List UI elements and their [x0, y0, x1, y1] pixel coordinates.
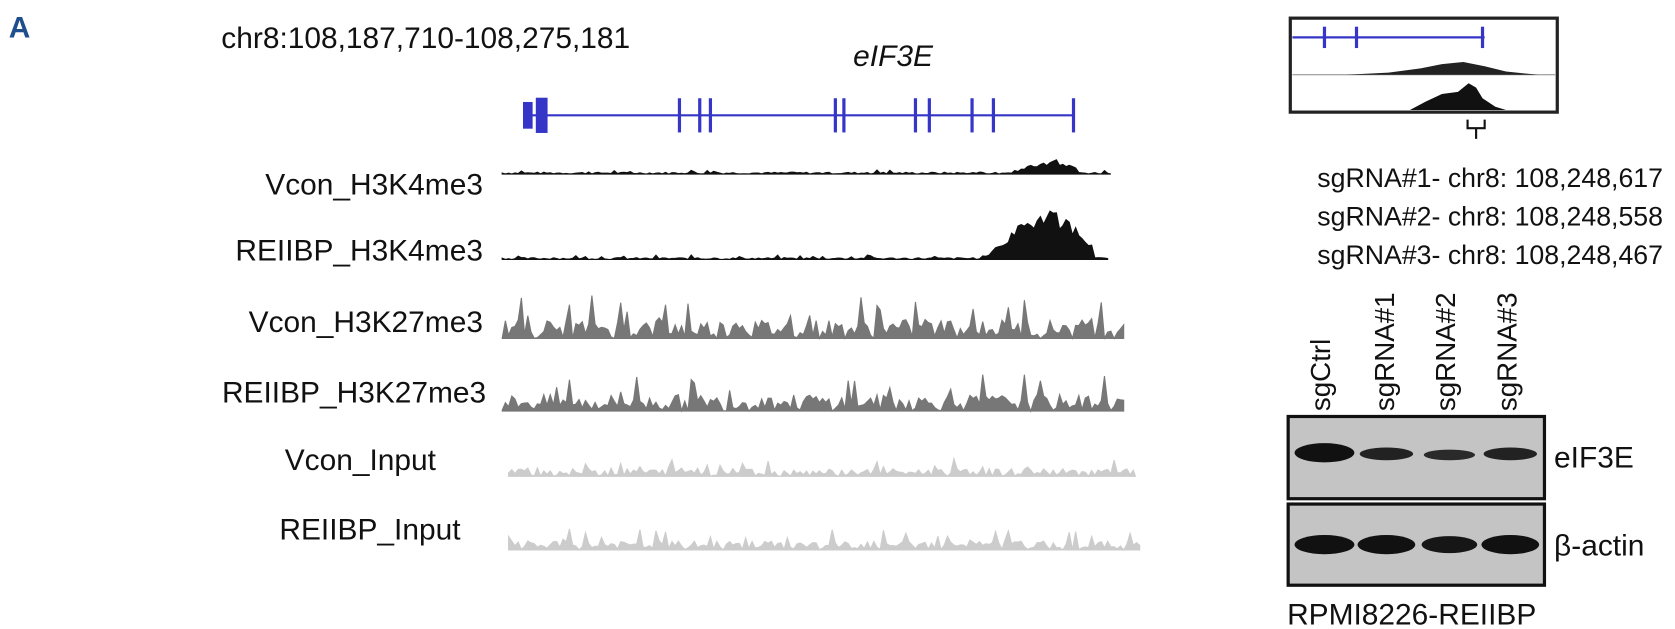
inset [1290, 18, 1557, 139]
track-label: REIIBP_Input [279, 513, 461, 546]
cell-line: RPMI8226-REIIBP [1287, 599, 1536, 629]
panel-label: A [9, 11, 31, 44]
protein-label: eIF3E [1554, 442, 1634, 475]
blot [1288, 416, 1544, 585]
track-label: Vcon_H3K27me3 [249, 306, 483, 339]
signal-track [502, 375, 1124, 412]
lane-label: sgRNA#2 [1430, 292, 1461, 411]
lane-label: sgRNA#3 [1492, 292, 1523, 411]
track-label: REIIBP_H3K27me3 [222, 377, 486, 410]
gene-model [524, 98, 1074, 132]
sgrna-label: sgRNA#2- chr8: 108,248,558 [1317, 201, 1663, 231]
signal-track [509, 529, 1140, 550]
protein-label: β-actin [1554, 529, 1644, 562]
sgrna-label: sgRNA#3- chr8: 108,248,467 [1317, 240, 1663, 270]
lane-label: sgCtrl [1305, 339, 1336, 411]
figure: A chr8:108,187,710-108,275,181 eIF3E RPM… [0, 0, 1675, 629]
signal-track [509, 459, 1136, 477]
signal-track [502, 211, 1108, 259]
sgrna-label: sgRNA#1- chr8: 108,248,617 [1317, 163, 1663, 193]
track-label: REIIBP_H3K4me3 [235, 235, 483, 268]
signal-track [502, 296, 1124, 339]
signal-track [502, 160, 1111, 174]
gene-name: eIF3E [853, 40, 934, 73]
locus: chr8:108,187,710-108,275,181 [221, 22, 630, 55]
lane-label: sgRNA#1 [1369, 292, 1400, 411]
track-label: Vcon_Input [285, 444, 437, 477]
track-label: Vcon_H3K4me3 [265, 168, 483, 201]
